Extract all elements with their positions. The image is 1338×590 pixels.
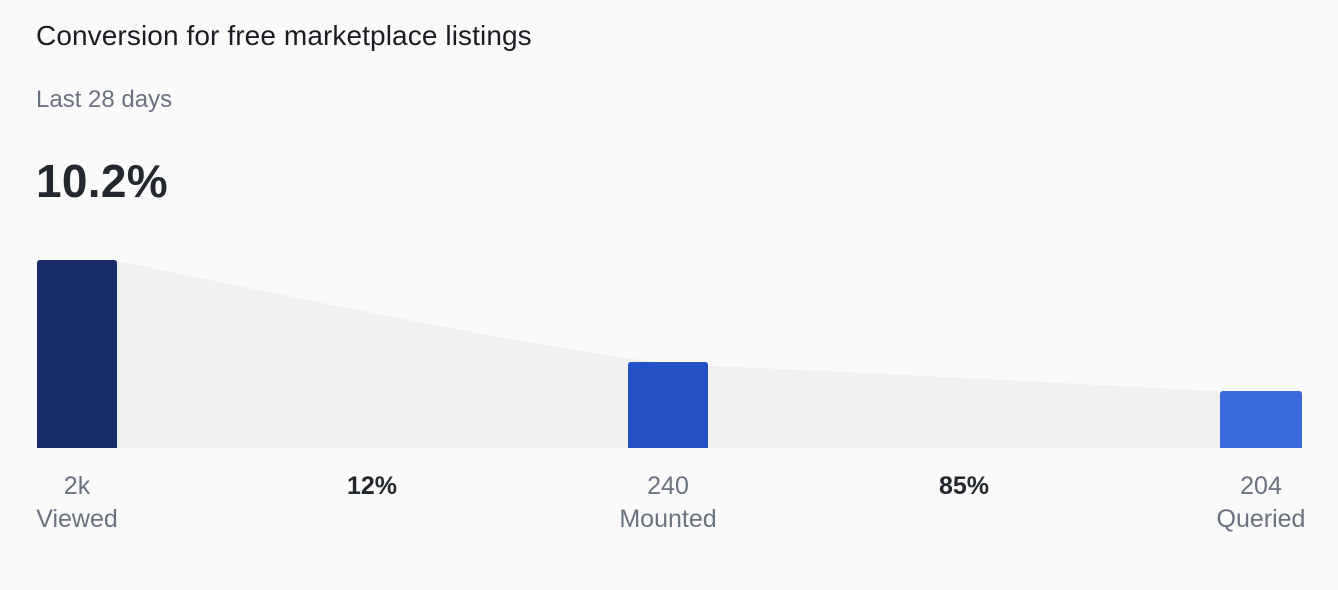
stage-name: Viewed	[36, 505, 118, 533]
stage-label-queried: 204 Queried	[1217, 470, 1306, 536]
overall-conversion-rate: 10.2%	[36, 155, 168, 207]
conversion-rate-viewed-to-mounted: 12%	[346, 472, 398, 500]
stage-value: 2k	[63, 472, 91, 500]
conversion-rate-mounted-to-queried: 85%	[938, 472, 990, 500]
stage-name: Mounted	[619, 505, 717, 533]
funnel-bar-mounted	[628, 362, 708, 448]
stage-value: 204	[1240, 472, 1282, 500]
funnel-bar-queried	[1220, 391, 1302, 448]
stage-label-viewed: 2k Viewed	[36, 470, 118, 536]
stage-label-mounted: 240 Mounted	[619, 470, 716, 536]
stage-name: Queried	[1216, 505, 1306, 533]
funnel-bars	[37, 260, 1302, 448]
card-title: Conversion for free marketplace listings	[36, 20, 532, 51]
date-range-label: Last 28 days	[36, 86, 173, 113]
stage-value: 240	[647, 472, 689, 500]
funnel-track	[117, 261, 1302, 448]
funnel-bar-viewed	[37, 260, 117, 448]
